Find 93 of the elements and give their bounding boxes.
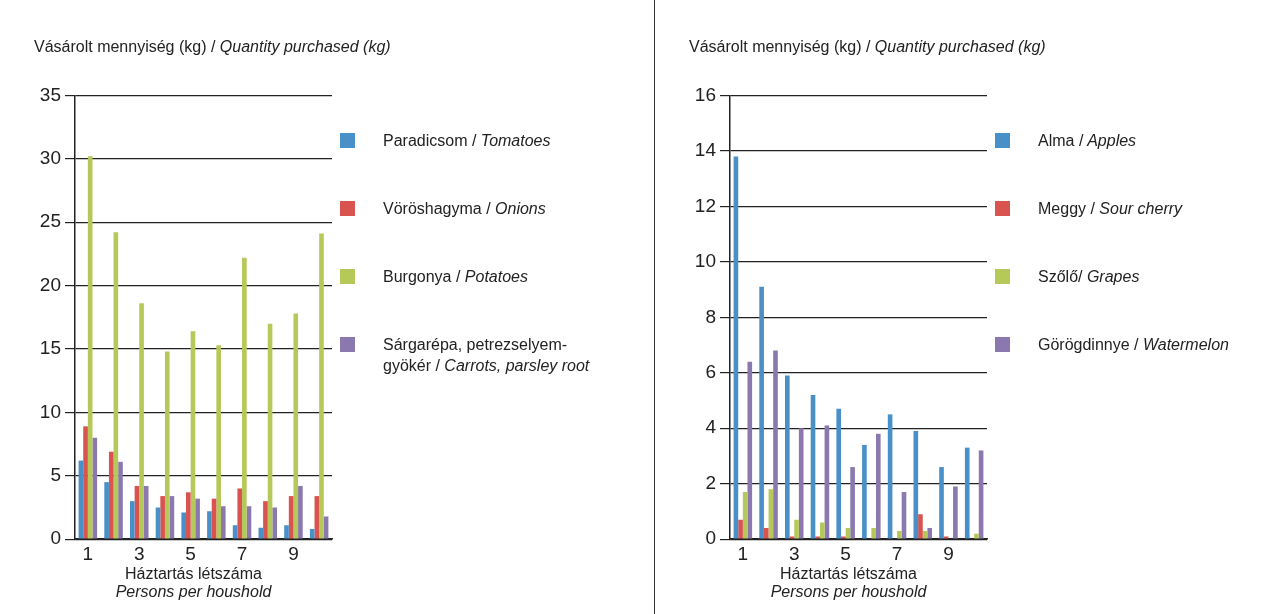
bar bbox=[237, 488, 243, 539]
legend-label: Vöröshagyma / Onions bbox=[383, 200, 546, 217]
bar bbox=[918, 514, 923, 539]
bar bbox=[819, 522, 825, 539]
bar bbox=[195, 498, 200, 539]
bar bbox=[139, 303, 144, 539]
bar bbox=[186, 492, 191, 539]
bar bbox=[220, 506, 226, 539]
y-axis-title: Vásárolt mennyiség (kg) / Quantity purchased (kg) bbox=[689, 38, 1046, 55]
bar bbox=[272, 507, 277, 539]
bar bbox=[964, 447, 970, 539]
y-tick-label: 16 bbox=[694, 83, 716, 105]
bar bbox=[83, 426, 88, 539]
bar bbox=[943, 536, 949, 539]
x-axis-title: Háztartás létszáma Persons per houshold bbox=[769, 565, 928, 601]
y-tick-label: 15 bbox=[39, 337, 61, 359]
x-tick-label: 1 bbox=[737, 542, 749, 564]
x-tick-label: 3 bbox=[133, 542, 145, 564]
legend-label: Alma / Apples bbox=[1038, 132, 1137, 149]
bar bbox=[913, 431, 919, 539]
bar bbox=[789, 536, 795, 539]
bar bbox=[759, 286, 764, 539]
bar bbox=[897, 530, 902, 539]
legend-label: Paradicsom / Tomatoes bbox=[383, 132, 551, 149]
bar bbox=[974, 533, 979, 539]
y-tick-label: 10 bbox=[694, 250, 716, 272]
bar bbox=[794, 519, 799, 539]
y-axis-title: Vásárolt mennyiség (kg) / Quantity purchased (kg) bbox=[34, 38, 391, 55]
legend-label: Meggy / Sour cherry bbox=[1038, 200, 1183, 217]
x-tick-label: 9 bbox=[288, 542, 299, 564]
bar bbox=[785, 375, 790, 539]
bar bbox=[181, 512, 187, 539]
y-tick-label: 0 bbox=[705, 527, 716, 549]
y-tick-label: 4 bbox=[705, 416, 717, 438]
bar bbox=[263, 501, 268, 539]
legend-label: Szőlő/ Grapes bbox=[1038, 268, 1140, 285]
bar bbox=[738, 519, 743, 539]
x-tick-label: 7 bbox=[236, 542, 248, 564]
bar bbox=[871, 528, 876, 539]
y-tick-label: 25 bbox=[39, 210, 61, 232]
y-tick-label: 0 bbox=[50, 527, 61, 549]
y-tick-label: 12 bbox=[694, 194, 716, 216]
bar bbox=[815, 536, 820, 539]
bar bbox=[118, 461, 123, 539]
bar bbox=[763, 528, 769, 539]
bar bbox=[309, 529, 315, 539]
x-tick-label: 1 bbox=[82, 542, 94, 564]
bar bbox=[850, 467, 855, 539]
legend-label: Sárgarépa, petrezselyem-gyökér / Carrots, parsley root bbox=[383, 336, 590, 374]
x-tick-label: 5 bbox=[840, 542, 851, 564]
bar bbox=[939, 467, 944, 539]
bar bbox=[841, 536, 846, 539]
x-axis-title: Háztartás létszáma Persons per houshold bbox=[114, 565, 273, 601]
bar bbox=[293, 313, 299, 539]
bar bbox=[232, 525, 238, 539]
y-tick-label: 2 bbox=[705, 471, 716, 493]
bar bbox=[216, 345, 221, 539]
bar bbox=[164, 351, 170, 539]
y-tick-label: 30 bbox=[39, 147, 61, 169]
bar bbox=[845, 528, 851, 539]
bar bbox=[104, 482, 109, 539]
y-tick-label: 35 bbox=[39, 83, 61, 105]
y-tick-label: 10 bbox=[39, 400, 61, 422]
bar bbox=[836, 408, 842, 539]
bar bbox=[284, 525, 289, 539]
bar bbox=[92, 437, 98, 539]
bar bbox=[862, 444, 867, 539]
bar bbox=[747, 361, 753, 539]
bar bbox=[108, 451, 114, 539]
y-tick-label: 20 bbox=[39, 273, 61, 295]
x-tick-label: 5 bbox=[185, 542, 196, 564]
bar bbox=[258, 527, 264, 539]
bar bbox=[773, 350, 778, 539]
x-tick-label: 7 bbox=[891, 542, 903, 564]
bar bbox=[143, 485, 149, 539]
legend-label: Görögdinnye / Watermelon bbox=[1038, 336, 1229, 353]
x-tick-label: 3 bbox=[788, 542, 800, 564]
bar bbox=[927, 528, 932, 539]
bar bbox=[160, 496, 165, 539]
bar bbox=[319, 233, 324, 539]
bar bbox=[242, 257, 247, 539]
bar bbox=[130, 501, 135, 539]
bar bbox=[875, 433, 881, 539]
bar bbox=[798, 428, 804, 539]
y-tick-label: 5 bbox=[50, 464, 61, 486]
bar bbox=[207, 511, 212, 539]
y-tick-label: 8 bbox=[705, 305, 716, 327]
x-tick-label: 9 bbox=[943, 542, 954, 564]
y-tick-label: 14 bbox=[694, 139, 717, 161]
bar bbox=[298, 485, 303, 539]
y-tick-label: 6 bbox=[705, 361, 716, 383]
legend-label: Burgonya / Potatoes bbox=[383, 268, 528, 285]
bar bbox=[953, 486, 958, 539]
